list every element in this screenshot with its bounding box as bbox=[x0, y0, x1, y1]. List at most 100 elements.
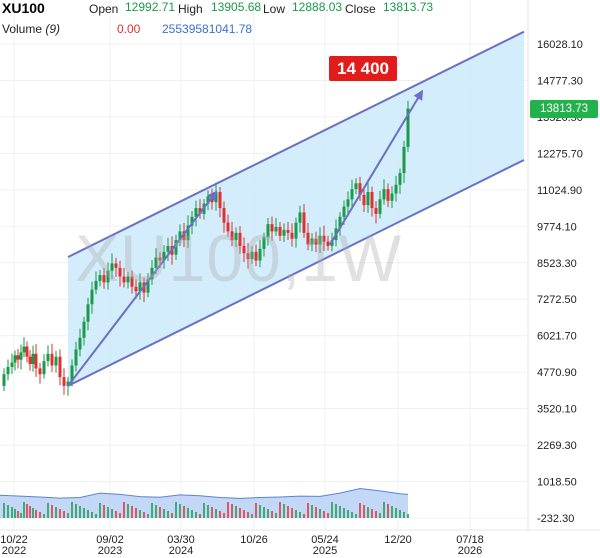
volume-bar bbox=[75, 504, 77, 518]
candle-body bbox=[354, 183, 358, 190]
candle-body bbox=[25, 346, 29, 357]
volume-bar bbox=[219, 511, 221, 518]
candle-body bbox=[78, 337, 82, 350]
volume-bar bbox=[383, 502, 385, 518]
x-tick-label: 07/18 bbox=[456, 534, 484, 546]
volume-bar bbox=[303, 514, 305, 518]
candle-body bbox=[298, 212, 302, 223]
high-label: High bbox=[178, 2, 203, 16]
volume-bar bbox=[26, 504, 28, 518]
channel-lower-line[interactable] bbox=[67, 159, 525, 387]
candle-body bbox=[178, 231, 182, 241]
candle-body bbox=[386, 189, 390, 201]
volume-bar bbox=[39, 512, 41, 518]
candle-body bbox=[182, 231, 186, 241]
candle-body bbox=[122, 276, 126, 283]
volume-bar bbox=[279, 502, 281, 518]
x-tick-label: 10/22 bbox=[0, 534, 28, 546]
x-tick-label: 12/20 bbox=[384, 534, 412, 546]
volume-bar bbox=[95, 514, 97, 518]
candle-body bbox=[90, 289, 94, 305]
volume-bar bbox=[151, 503, 153, 518]
close-value: 13813.73 bbox=[383, 0, 434, 14]
candle-body bbox=[6, 366, 10, 375]
volume-bar bbox=[3, 503, 5, 518]
volume-bar bbox=[20, 513, 22, 518]
volume-bar bbox=[14, 509, 16, 518]
candle-body bbox=[290, 232, 294, 239]
trend-arrow-1[interactable] bbox=[67, 190, 218, 387]
volume-bar bbox=[391, 506, 393, 518]
x-tick-label: 05/24 bbox=[311, 534, 339, 546]
volume-bar bbox=[395, 508, 397, 518]
candle-body bbox=[402, 146, 406, 174]
volume-bar bbox=[167, 511, 169, 518]
volume-bar bbox=[247, 512, 249, 518]
volume-bar bbox=[267, 509, 269, 518]
volume-bar bbox=[17, 511, 19, 518]
candle-body bbox=[114, 263, 118, 268]
volume-bar bbox=[63, 511, 65, 518]
candle-body bbox=[146, 279, 150, 293]
volume-bar bbox=[43, 514, 45, 518]
volume-bar bbox=[355, 514, 357, 518]
candle-body bbox=[342, 206, 346, 217]
volume-bar bbox=[287, 506, 289, 518]
candle-body bbox=[370, 192, 374, 209]
volume-ma-line bbox=[0, 487, 409, 499]
volume-bar bbox=[183, 506, 185, 518]
candle-body bbox=[54, 356, 58, 366]
x-tick-year: 2023 bbox=[98, 545, 122, 557]
volume-bar bbox=[251, 514, 253, 518]
candle-body bbox=[174, 240, 178, 255]
volume-bar bbox=[371, 509, 373, 518]
volume-bar bbox=[379, 513, 381, 518]
x-tick-year: 2024 bbox=[169, 545, 193, 557]
volume-bar bbox=[35, 510, 37, 518]
last-price-badge: 13813.73 bbox=[530, 100, 598, 118]
volume-bar bbox=[11, 507, 13, 518]
volume-bar bbox=[187, 508, 189, 518]
candle-body bbox=[70, 365, 74, 382]
candle-body bbox=[190, 216, 194, 226]
candle-body bbox=[106, 270, 110, 283]
candle-body bbox=[102, 275, 106, 283]
low-value: 12888.03 bbox=[292, 0, 343, 14]
candle-body bbox=[50, 353, 54, 366]
volume-bar bbox=[283, 504, 285, 518]
candle-body bbox=[130, 276, 134, 287]
candle-body bbox=[258, 248, 262, 261]
candle-body bbox=[31, 353, 35, 365]
candle-body bbox=[246, 253, 250, 260]
candle-body bbox=[282, 229, 286, 236]
candle-body bbox=[398, 173, 402, 185]
volume-bar bbox=[331, 502, 333, 518]
volume-bar bbox=[351, 512, 353, 518]
candle-body bbox=[42, 361, 46, 375]
candle-body bbox=[28, 356, 32, 365]
volume-bar bbox=[323, 511, 325, 518]
candle-body bbox=[250, 251, 254, 260]
candle-body bbox=[362, 194, 366, 206]
candle-body bbox=[10, 362, 14, 367]
volume-bar bbox=[271, 511, 273, 518]
y-tick-label: 11024.90 bbox=[537, 185, 582, 197]
y-tick-label: 9774.10 bbox=[537, 221, 577, 233]
candle-body bbox=[350, 189, 354, 200]
volume-bar bbox=[115, 511, 117, 518]
target-price-badge: 14 400 bbox=[329, 56, 397, 81]
volume-bar bbox=[239, 508, 241, 518]
volume-bar bbox=[59, 509, 61, 518]
candle-body bbox=[306, 232, 310, 245]
volume-bar bbox=[71, 502, 73, 518]
candle-body bbox=[230, 231, 234, 241]
y-tick-label: 4770.90 bbox=[537, 367, 577, 379]
trend-arrow-2[interactable] bbox=[329, 89, 424, 246]
symbol-label: XU100 bbox=[2, 0, 45, 16]
channel-upper-line[interactable] bbox=[67, 30, 525, 258]
candle-body bbox=[138, 282, 142, 292]
volume-bar bbox=[299, 512, 301, 518]
candle-body bbox=[338, 216, 342, 229]
candle-body bbox=[310, 238, 314, 245]
